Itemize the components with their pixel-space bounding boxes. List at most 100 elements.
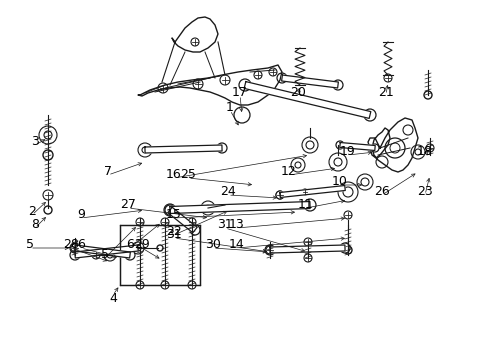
Text: 11: 11 [298, 198, 313, 211]
Circle shape [39, 126, 57, 144]
Text: 28: 28 [63, 238, 79, 252]
Polygon shape [367, 118, 417, 172]
Polygon shape [138, 65, 282, 105]
Circle shape [265, 246, 273, 254]
Circle shape [234, 107, 249, 123]
Circle shape [304, 238, 311, 246]
Circle shape [132, 242, 143, 254]
Circle shape [164, 205, 175, 215]
Circle shape [70, 243, 80, 253]
Text: 8: 8 [31, 219, 39, 231]
Polygon shape [279, 185, 345, 198]
Polygon shape [75, 245, 138, 258]
Text: 5: 5 [26, 238, 34, 252]
Text: 31: 31 [166, 229, 182, 242]
Text: 13: 13 [229, 219, 244, 231]
Circle shape [275, 191, 284, 199]
Text: 15: 15 [166, 208, 182, 221]
Circle shape [389, 143, 399, 153]
Circle shape [136, 281, 143, 289]
Text: 12: 12 [281, 166, 296, 179]
Circle shape [107, 252, 113, 258]
Circle shape [356, 174, 372, 190]
Circle shape [217, 143, 226, 153]
Circle shape [370, 144, 378, 152]
Text: 6: 6 [77, 238, 85, 252]
Circle shape [187, 218, 196, 226]
Circle shape [360, 178, 368, 186]
Circle shape [158, 83, 168, 93]
Circle shape [332, 80, 342, 90]
Circle shape [339, 243, 349, 253]
Circle shape [383, 74, 391, 82]
Circle shape [302, 189, 307, 195]
Text: 27: 27 [120, 198, 136, 211]
Circle shape [302, 137, 317, 153]
Circle shape [201, 201, 215, 215]
Circle shape [337, 182, 357, 202]
Circle shape [343, 211, 351, 219]
Text: 30: 30 [204, 238, 221, 252]
Text: 18: 18 [416, 145, 432, 158]
Circle shape [264, 245, 274, 255]
Text: 3: 3 [31, 135, 39, 148]
Circle shape [290, 158, 305, 172]
Circle shape [71, 244, 79, 252]
Text: 9: 9 [77, 208, 85, 221]
Text: 20: 20 [289, 85, 305, 99]
Circle shape [335, 141, 343, 149]
Polygon shape [281, 75, 338, 88]
Circle shape [410, 145, 424, 159]
Circle shape [328, 153, 346, 171]
Circle shape [363, 109, 375, 121]
Text: 24: 24 [220, 185, 235, 198]
Circle shape [425, 144, 433, 152]
Circle shape [268, 68, 276, 76]
Circle shape [294, 162, 301, 168]
Circle shape [70, 250, 80, 260]
Text: 21: 21 [377, 85, 393, 99]
Circle shape [333, 158, 341, 166]
Circle shape [125, 250, 135, 260]
Text: 17: 17 [232, 85, 247, 99]
Circle shape [423, 91, 431, 99]
Circle shape [204, 205, 210, 211]
Circle shape [304, 199, 315, 211]
Circle shape [340, 184, 348, 192]
Text: 26: 26 [373, 185, 389, 198]
Polygon shape [75, 245, 130, 258]
Circle shape [161, 281, 169, 289]
Bar [120, 225, 200, 285]
Circle shape [220, 75, 229, 85]
Circle shape [239, 79, 250, 91]
Circle shape [275, 191, 284, 199]
Text: 23: 23 [416, 185, 432, 198]
Polygon shape [244, 82, 370, 118]
Circle shape [161, 218, 169, 226]
Circle shape [163, 204, 176, 216]
Circle shape [135, 245, 141, 251]
Circle shape [414, 149, 420, 155]
Text: 2: 2 [28, 206, 36, 219]
Circle shape [253, 71, 262, 79]
Polygon shape [167, 207, 197, 233]
Circle shape [402, 125, 412, 135]
Circle shape [44, 131, 52, 139]
Circle shape [191, 38, 199, 46]
Text: 31: 31 [217, 219, 232, 231]
Circle shape [138, 143, 152, 157]
Circle shape [43, 190, 53, 200]
Circle shape [343, 246, 351, 254]
Circle shape [193, 79, 203, 89]
Circle shape [133, 243, 142, 253]
Text: 5: 5 [101, 248, 109, 261]
Text: 19: 19 [340, 145, 355, 158]
Text: 16: 16 [166, 168, 182, 181]
Circle shape [342, 187, 352, 197]
Polygon shape [169, 202, 309, 213]
Circle shape [276, 73, 286, 83]
Circle shape [142, 147, 148, 153]
Polygon shape [269, 245, 345, 253]
Text: 14: 14 [229, 238, 244, 252]
Polygon shape [339, 143, 374, 150]
